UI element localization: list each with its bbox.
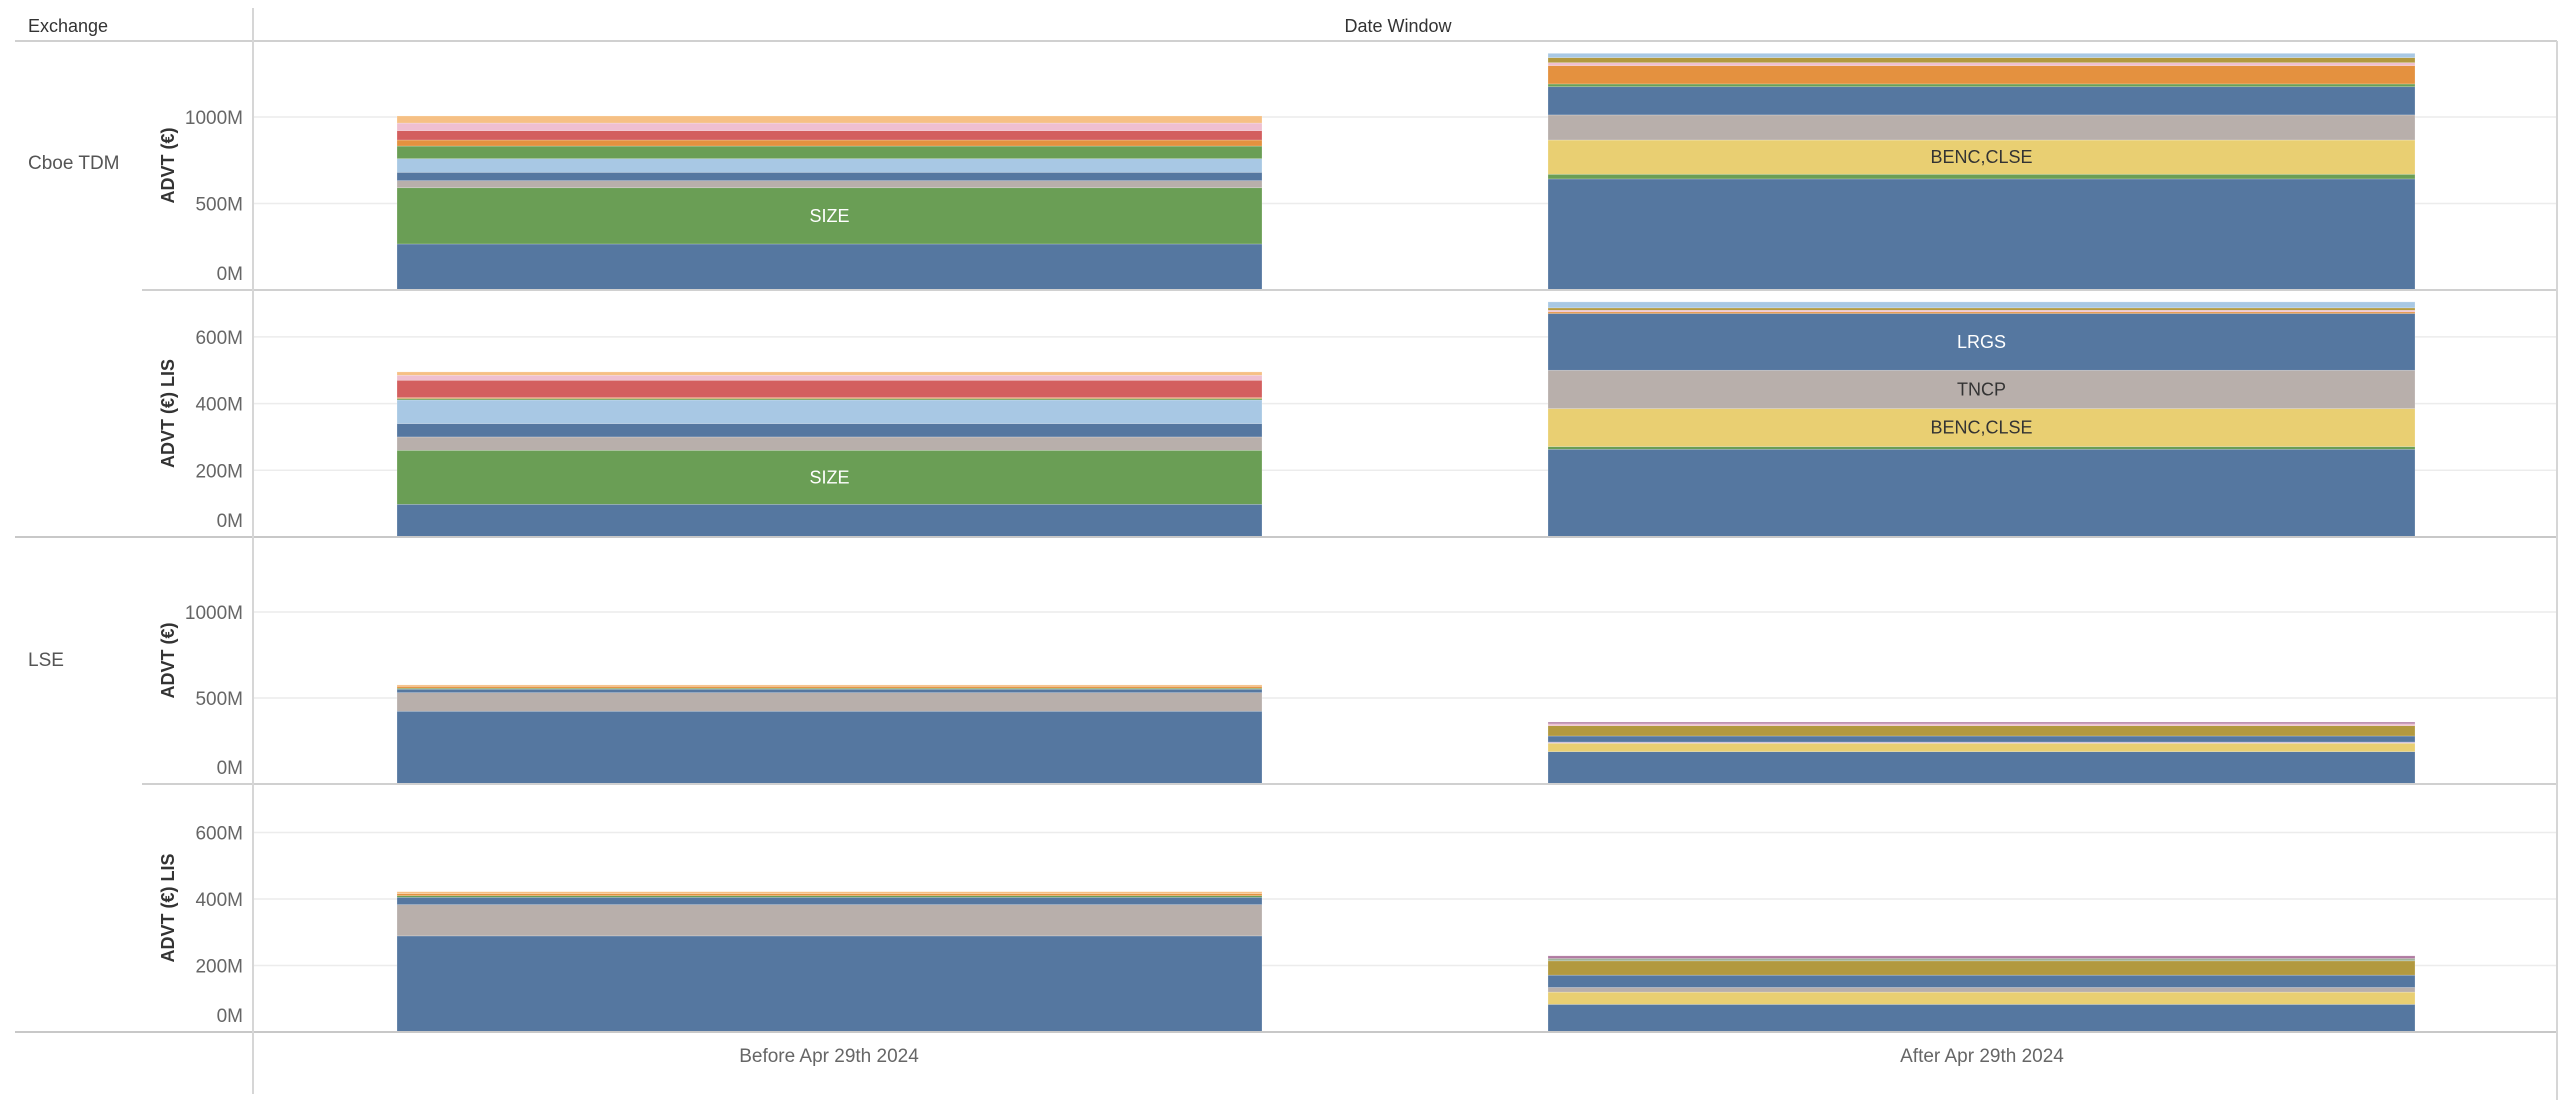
exchange-label: Cboe TDM — [28, 153, 120, 174]
bar-segment[interactable] — [396, 243, 1263, 291]
bar-segment[interactable] — [396, 158, 1263, 173]
y-tick-label: 400M — [195, 890, 243, 911]
bar-segment[interactable] — [1547, 987, 2416, 993]
bar-segment[interactable] — [1547, 57, 2416, 63]
bar-segment[interactable] — [1547, 408, 2416, 447]
y-tick-label: 200M — [195, 957, 243, 978]
bar-segment[interactable] — [1547, 958, 2416, 962]
bar-segment[interactable] — [1547, 114, 2416, 141]
bar-segment[interactable] — [1547, 955, 2416, 959]
bar-segment[interactable] — [1547, 751, 2416, 785]
x-category-label: After Apr 29th 2024 — [1900, 1046, 2064, 1067]
exchange-label: LSE — [28, 650, 64, 671]
bar-segment[interactable] — [1547, 1004, 2416, 1033]
bar-segment[interactable] — [1547, 446, 2416, 450]
y-tick-label: 1000M — [185, 108, 243, 129]
date-window-header: Date Window — [1344, 16, 1452, 36]
bar-segment[interactable] — [1547, 721, 2416, 725]
bar-segment[interactable] — [396, 399, 1263, 424]
bar-segment[interactable] — [1547, 742, 2416, 752]
bar-segment[interactable] — [1547, 974, 2416, 988]
bar-segment[interactable] — [396, 710, 1263, 785]
segment-label: SIZE — [809, 467, 849, 487]
y-tick-label: 600M — [195, 328, 243, 349]
divider-lines — [15, 8, 2558, 1100]
bar-segment[interactable] — [396, 122, 1263, 131]
bar-segment[interactable] — [396, 180, 1263, 189]
bar-segment[interactable] — [396, 398, 1263, 401]
bar-segment[interactable] — [396, 371, 1263, 376]
bar-segment[interactable] — [396, 684, 1263, 687]
bar-segment[interactable] — [396, 145, 1263, 159]
bar-segment[interactable] — [1547, 65, 2416, 85]
y-axis-title: ADVT (€) LIS — [158, 853, 178, 962]
exchange-header: Exchange — [28, 16, 108, 36]
y-tick-label: 200M — [195, 461, 243, 482]
bar-segment[interactable] — [1547, 448, 2416, 538]
labels: 0M 500M 1000M ADVT (€) SIZE BENC,CLSE 0M 200M 40… — [28, 108, 2064, 1067]
bar-segment[interactable] — [396, 139, 1263, 147]
bar-segment[interactable] — [396, 935, 1263, 1033]
y-tick-label: 400M — [195, 395, 243, 416]
bar-segment[interactable] — [1547, 735, 2416, 743]
y-axis-title: ADVT (€) — [158, 127, 178, 203]
segment-label: BENC,CLSE — [1930, 147, 2032, 167]
bar-segment[interactable] — [396, 686, 1263, 689]
bar-segment[interactable] — [1547, 139, 2416, 175]
bar-segment[interactable] — [1547, 369, 2416, 409]
y-axis-title: ADVT (€) LIS — [158, 359, 178, 468]
x-category-label: Before Apr 29th 2024 — [739, 1046, 919, 1067]
bar-segment[interactable] — [396, 504, 1263, 538]
bar-segment[interactable] — [396, 688, 1263, 693]
bar-segment[interactable] — [396, 436, 1263, 451]
y-axis-title: ADVT (€) — [158, 622, 178, 698]
bar-segment[interactable] — [396, 130, 1263, 141]
bar-segment[interactable] — [396, 379, 1263, 398]
bar-segment[interactable] — [1547, 86, 2416, 116]
y-tick-label: 0M — [217, 264, 243, 285]
bar-segment[interactable] — [1547, 53, 2416, 58]
bar-segment[interactable] — [396, 449, 1263, 505]
y-tick-label: 600M — [195, 824, 243, 845]
segment-label: LRGS — [1957, 332, 2006, 352]
bar-segment[interactable] — [1547, 178, 2416, 291]
bar-segment[interactable] — [396, 891, 1263, 894]
bar-segment[interactable] — [1547, 307, 2416, 311]
bar-segment[interactable] — [1547, 83, 2416, 88]
y-tick-label: 0M — [217, 1006, 243, 1027]
y-tick-label: 0M — [217, 511, 243, 532]
bar-segment[interactable] — [1547, 173, 2416, 180]
bar-segment[interactable] — [396, 423, 1263, 438]
bar-segment[interactable] — [396, 897, 1263, 905]
bar-segment[interactable] — [1547, 301, 2416, 309]
bars — [396, 53, 2416, 1033]
segment-label: TNCP — [1957, 379, 2006, 399]
y-tick-label: 500M — [195, 689, 243, 710]
bar-segment[interactable] — [396, 904, 1263, 937]
bar-segment[interactable] — [396, 374, 1263, 381]
bar-segment[interactable] — [396, 172, 1263, 181]
y-tick-label: 1000M — [185, 603, 243, 624]
bar-segment[interactable] — [1547, 960, 2416, 976]
bar-segment[interactable] — [1547, 991, 2416, 1005]
segment-label: BENC,CLSE — [1930, 418, 2032, 438]
bar-segment[interactable] — [396, 115, 1263, 124]
bar-segment[interactable] — [1547, 62, 2416, 66]
bar-segment[interactable] — [396, 692, 1263, 712]
y-tick-label: 500M — [195, 195, 243, 216]
bar-segment[interactable] — [1547, 725, 2416, 737]
y-tick-label: 0M — [217, 758, 243, 779]
segment-label: SIZE — [809, 206, 849, 226]
